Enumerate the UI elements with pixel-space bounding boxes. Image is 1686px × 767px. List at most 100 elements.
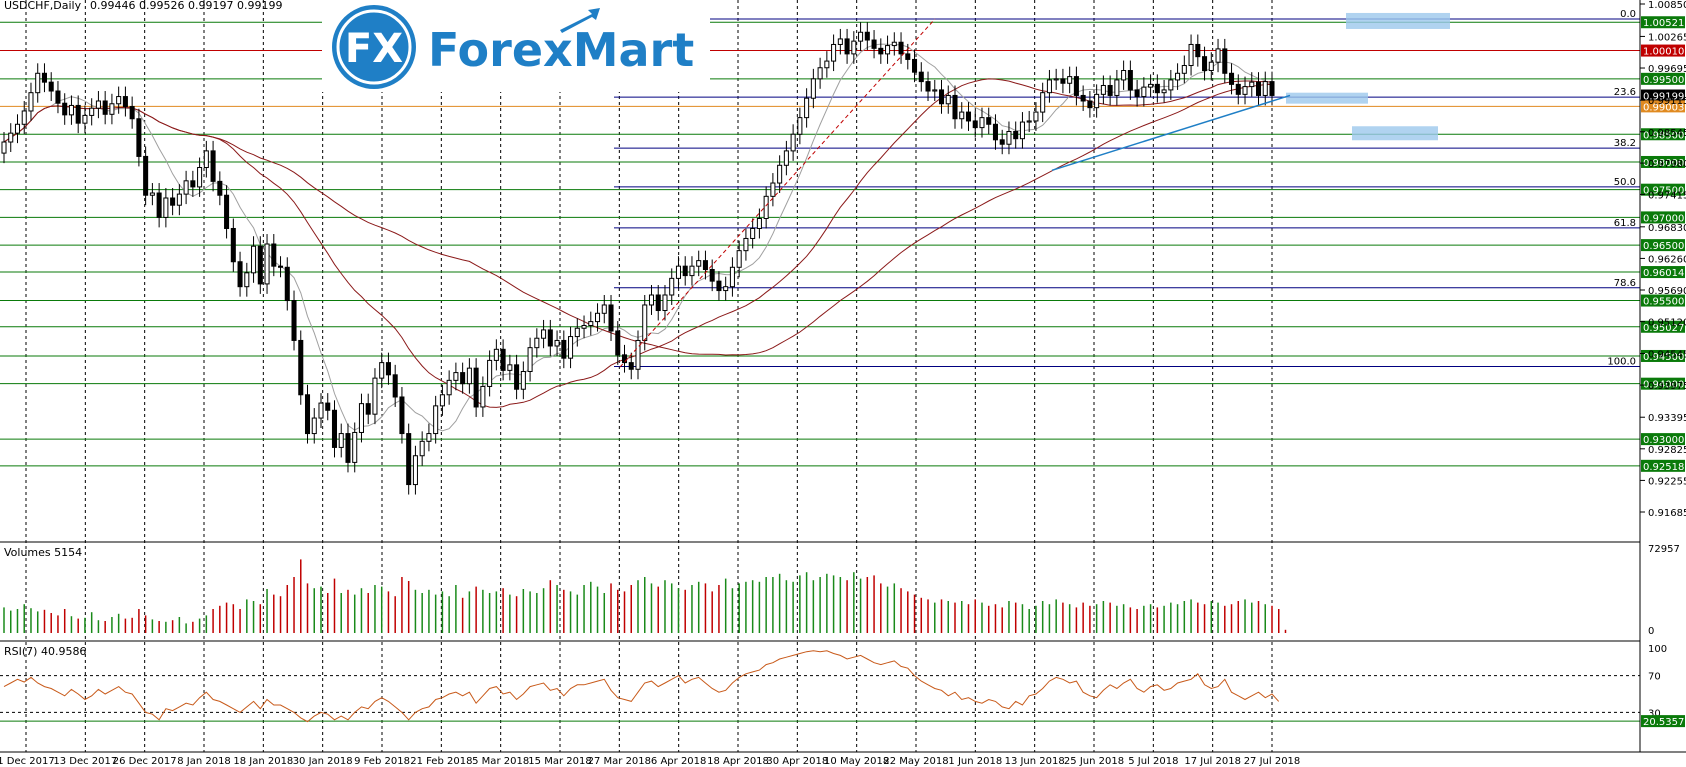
candle-body xyxy=(952,94,958,120)
price-level-tag xyxy=(1641,459,1685,472)
candle-body xyxy=(723,286,729,292)
x-tick-label: 18 Jan 2018 xyxy=(233,756,293,767)
price-level-label: 1.00521 xyxy=(1643,18,1684,29)
candle-body xyxy=(466,367,472,385)
candle-body xyxy=(331,409,338,448)
candle-body xyxy=(547,329,553,347)
y-tick-label: 0.92825 xyxy=(1648,445,1686,456)
candle-body xyxy=(716,280,722,292)
candle-body xyxy=(986,117,992,125)
price-level-tag xyxy=(1641,377,1685,390)
candle-body xyxy=(999,139,1005,145)
candle-body xyxy=(446,379,452,396)
candle-body xyxy=(642,304,648,341)
candle-body xyxy=(183,180,189,195)
candle-body xyxy=(412,455,418,486)
candle-body xyxy=(689,265,695,277)
candle-body xyxy=(271,243,277,267)
candle-body xyxy=(426,433,432,442)
price-axis: 1.00850 1.00265 0.99695 0.99115 0.98545 0.979… xyxy=(1640,0,1686,519)
logo-wordmark: ForexMart xyxy=(428,23,694,77)
candle-body xyxy=(338,433,344,448)
candle-body xyxy=(304,394,311,435)
candle-body xyxy=(1215,48,1221,63)
candle-body xyxy=(770,182,776,197)
x-tick-label: 15 Mar 2018 xyxy=(528,756,591,767)
candle-body xyxy=(352,431,358,463)
rsi-tick-label: 70 xyxy=(1648,672,1661,683)
price-level-label: 0.96014 xyxy=(1643,268,1684,279)
candle-body xyxy=(1040,92,1046,113)
candle-body xyxy=(392,374,398,398)
y-tick-label: 0.96260 xyxy=(1648,254,1686,265)
x-tick-label: 9 Feb 2018 xyxy=(354,756,410,767)
candle-body xyxy=(55,90,61,104)
candle-body xyxy=(878,47,884,55)
trend-lines xyxy=(619,18,1291,368)
candle-body xyxy=(858,31,864,42)
candle-body xyxy=(628,362,634,370)
candle-body xyxy=(1073,76,1079,96)
volume-bars: 72957 0 xyxy=(3,544,1680,637)
candle-body xyxy=(912,58,918,73)
logo-mark: FX xyxy=(345,26,403,72)
x-tick-label: 26 Dec 2017 xyxy=(113,756,177,767)
price-level-label: 0.94500 xyxy=(1643,352,1684,363)
candlesticks xyxy=(1,22,1275,495)
rsi-title: RSI(7) 40.9586 xyxy=(4,645,86,658)
price-level-label: 0.93000 xyxy=(1643,435,1684,446)
price-level-label: 0.99199 xyxy=(1643,92,1684,103)
y-tick-label: 1.00850 xyxy=(1648,0,1686,11)
candle-body xyxy=(1053,78,1059,81)
candle-body xyxy=(1067,76,1073,84)
candle-body xyxy=(581,324,587,329)
candle-body xyxy=(817,67,823,80)
candle-body xyxy=(1269,81,1275,96)
candle-body xyxy=(507,364,513,371)
candle-body xyxy=(291,300,297,341)
y-tick-label: 0.97980 xyxy=(1648,159,1686,170)
candle-body xyxy=(453,372,459,381)
x-tick-label: 30 Jan 2018 xyxy=(293,756,353,767)
candle-body xyxy=(1080,94,1086,102)
candle-body xyxy=(527,347,533,372)
candle-body xyxy=(129,106,135,120)
logo-arrow-icon xyxy=(560,8,600,33)
candle-body xyxy=(568,336,574,359)
candle-body xyxy=(257,245,263,285)
candle-body xyxy=(871,39,877,49)
candle-body xyxy=(1134,89,1140,98)
candle-body xyxy=(729,266,735,288)
rsi-tick-label: 100 xyxy=(1648,644,1667,655)
candle-body xyxy=(224,194,230,229)
candle-body xyxy=(358,403,364,433)
candle-body xyxy=(372,377,378,415)
candle-body xyxy=(406,433,412,486)
candle-body xyxy=(810,78,816,99)
candle-body xyxy=(797,117,803,135)
y-tick-label: 0.95120 xyxy=(1648,318,1686,329)
price-level-label: 0.95027 xyxy=(1643,323,1684,334)
candle-body xyxy=(574,327,580,338)
candle-body xyxy=(851,40,857,55)
x-tick-label: 27 Mar 2018 xyxy=(588,756,651,767)
candle-body xyxy=(1161,89,1167,94)
candle-body xyxy=(514,364,520,390)
candle-body xyxy=(898,41,904,55)
candle-body xyxy=(163,197,169,218)
candle-body xyxy=(1094,93,1100,109)
fibo-trend-line xyxy=(619,18,936,368)
y-tick-label: 0.99115 xyxy=(1648,96,1686,107)
candle-body xyxy=(743,237,749,252)
logo-ring-icon xyxy=(336,9,412,85)
fibo-level-label: 38.2 xyxy=(1614,138,1636,149)
candle-body xyxy=(972,120,978,129)
candle-body xyxy=(1006,130,1012,145)
fibo-zone-box xyxy=(1352,126,1438,141)
candle-body xyxy=(1107,84,1113,96)
fibonacci-retracement: 0.0 23.6 38.2 50.0 61.8 78.6 100.0 xyxy=(614,9,1640,368)
fibo-level-label: 78.6 xyxy=(1614,278,1636,289)
fibo-level-label: 61.8 xyxy=(1614,218,1636,229)
candle-body xyxy=(170,197,176,206)
